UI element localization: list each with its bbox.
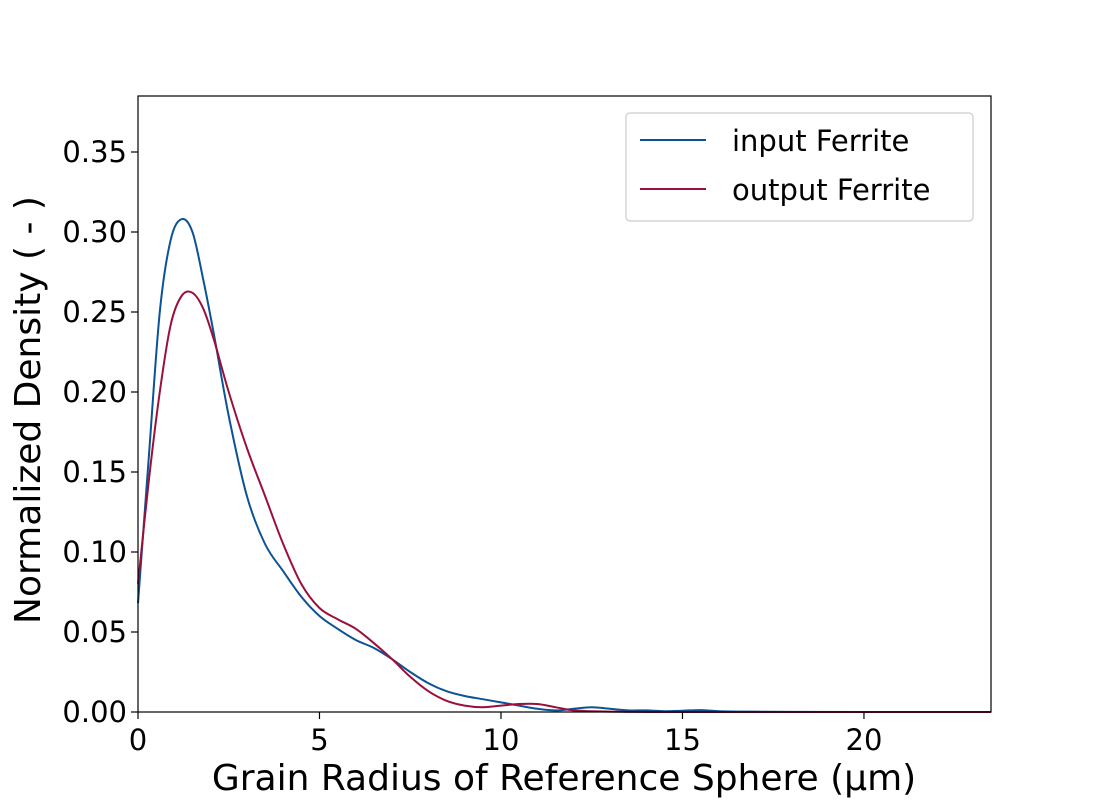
- x-tick-label: 10: [483, 723, 520, 757]
- plot-frame: [137, 95, 992, 713]
- y-tick-label: 0.35: [62, 135, 127, 169]
- series-line-input-ferrite: [137, 217, 991, 714]
- legend: input Ferrite output Ferrite: [625, 112, 974, 222]
- y-tick-label: 0.20: [62, 375, 127, 409]
- y-axis-ticks: 0.00 0.05 0.10 0.15 0.20 0.25 0.30 0.35: [62, 135, 138, 729]
- y-tick-label: 0.00: [62, 695, 127, 729]
- x-axis-title: Grain Radius of Reference Sphere (μm): [212, 758, 916, 799]
- legend-label-input-ferrite: input Ferrite: [732, 124, 909, 158]
- series-line-output-ferrite: [137, 290, 991, 714]
- y-tick-label: 0.25: [62, 295, 127, 329]
- x-tick-label: 5: [310, 723, 328, 757]
- y-tick-label: 0.05: [62, 615, 127, 649]
- x-tick-label: 20: [846, 723, 883, 757]
- x-tick-label: 15: [664, 723, 701, 757]
- y-axis-title: Normalized Density ( - ): [8, 196, 49, 624]
- y-tick-label: 0.30: [62, 215, 127, 249]
- y-tick-label: 0.10: [62, 535, 127, 569]
- legend-box: [625, 112, 974, 222]
- plot-lines: [137, 217, 991, 714]
- legend-label-output-ferrite: output Ferrite: [732, 173, 930, 207]
- x-axis-ticks: 0 5 10 15 20: [129, 712, 883, 757]
- y-tick-label: 0.15: [62, 455, 127, 489]
- x-tick-label: 0: [129, 723, 147, 757]
